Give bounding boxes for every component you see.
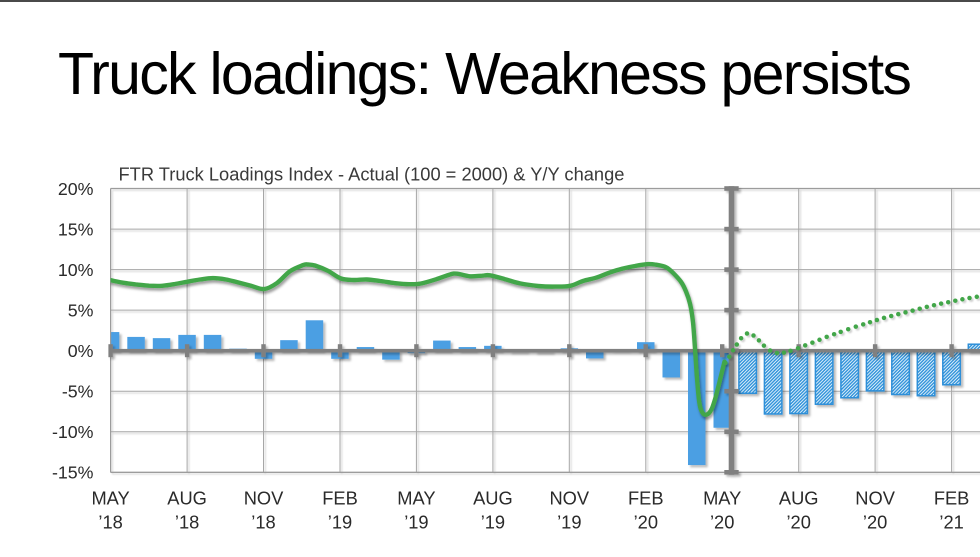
svg-text:MAY: MAY	[397, 488, 435, 509]
svg-text:AUG: AUG	[473, 488, 513, 509]
svg-text:’19: ’19	[481, 512, 505, 533]
svg-text:NOV: NOV	[244, 488, 284, 509]
svg-text:NOV: NOV	[549, 488, 589, 509]
svg-text:’19: ’19	[557, 512, 581, 533]
svg-text:Truck loadings: Weakness persi: Truck loadings: Weakness persists	[58, 41, 910, 107]
svg-text:AUG: AUG	[779, 488, 819, 509]
svg-text:’20: ’20	[786, 512, 810, 533]
svg-text:’20: ’20	[710, 512, 734, 533]
svg-text:FEB: FEB	[322, 488, 358, 509]
svg-text:’21: ’21	[939, 512, 963, 533]
svg-text:-5%: -5%	[62, 382, 94, 402]
svg-text:5%: 5%	[68, 300, 94, 320]
svg-text:’20: ’20	[863, 512, 887, 533]
svg-text:MAY: MAY	[703, 488, 741, 509]
svg-text:’19: ’19	[328, 512, 352, 533]
svg-text:’18: ’18	[175, 512, 199, 533]
svg-text:AUG: AUG	[167, 488, 207, 509]
svg-text:’18: ’18	[98, 512, 122, 533]
svg-text:MAY: MAY	[91, 488, 129, 509]
svg-text:15%: 15%	[58, 219, 94, 239]
svg-text:-10%: -10%	[52, 422, 94, 442]
svg-text:FEB: FEB	[628, 488, 664, 509]
svg-text:-15%: -15%	[52, 463, 94, 483]
svg-text:FTR Truck Loadings Index - Act: FTR Truck Loadings Index - Actual (100 =…	[119, 164, 625, 185]
svg-text:’19: ’19	[404, 512, 428, 533]
svg-text:10%: 10%	[58, 260, 94, 280]
svg-text:NOV: NOV	[855, 488, 895, 509]
svg-text:20%: 20%	[58, 179, 94, 199]
svg-text:0%: 0%	[68, 341, 94, 361]
svg-text:FEB: FEB	[934, 488, 970, 509]
svg-text:’18: ’18	[251, 512, 275, 533]
svg-text:’20: ’20	[634, 512, 658, 533]
